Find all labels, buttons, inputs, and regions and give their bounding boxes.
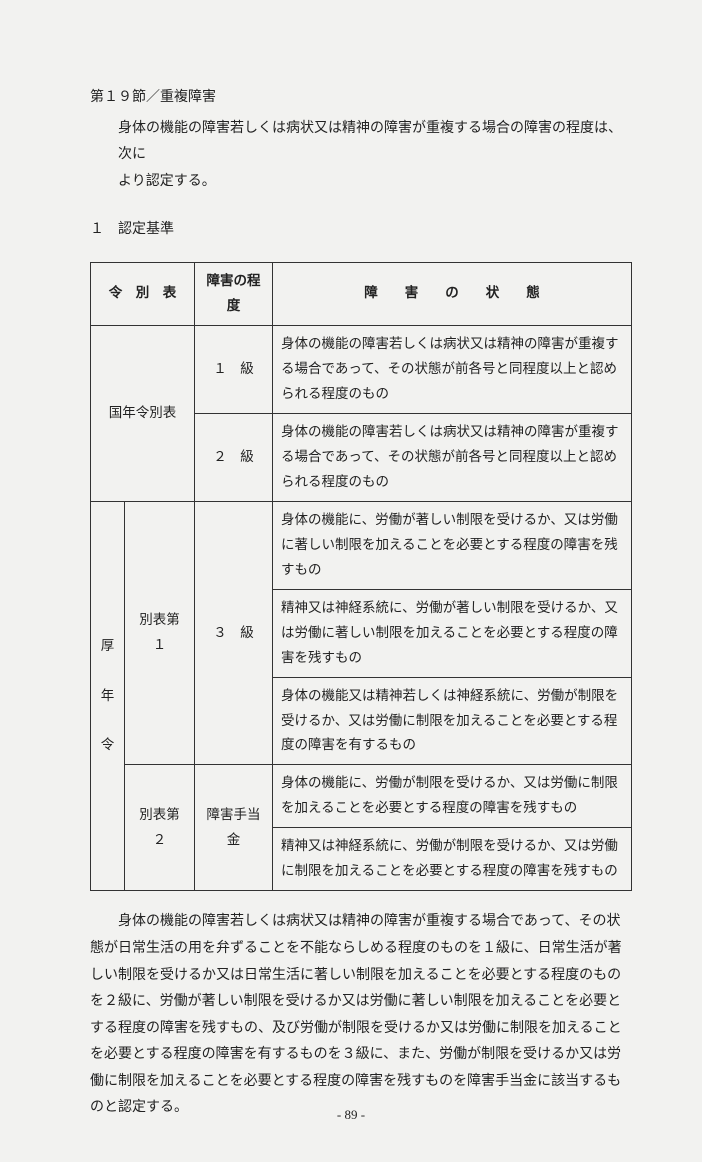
row2-label: 別表第１ (125, 501, 195, 765)
row2-grade: ３ 級 (195, 501, 273, 765)
row1b-grade: ２ 級 (195, 413, 273, 501)
header-col1: 令 別 表 (91, 262, 195, 325)
table-header-row: 令 別 表 障害の程度 障 害 の 状 態 (91, 262, 632, 325)
table-row: 国年令別表 １ 級 身体の機能の障害若しくは病状又は精神の障害が重複する場合であ… (91, 325, 632, 413)
table-row: 別表第２ 障害手当金 身体の機能に、労働が制限を受けるか、又は労働に制限を加える… (91, 765, 632, 828)
document-page: 第１９節／重複障害 身体の機能の障害若しくは病状又は精神の障害が重複する場合の障… (0, 0, 702, 1162)
intro-line-1: 身体の機能の障害若しくは病状又は精神の障害が重複する場合の障害の程度は、次に (118, 121, 622, 163)
row2b-desc: 精神又は神経系統に、労働が著しい制限を受けるか、又は労働に著しい制限を加えること… (273, 589, 632, 677)
row2a-desc: 身体の機能に、労働が著しい制限を受けるか、又は労働に著しい制限を加えることを必要… (273, 501, 632, 589)
intro-line-2: より認定する。 (118, 174, 216, 189)
row3b-desc: 精神又は神経系統に、労働が制限を受けるか、又は労働に制限を加えることを必要とする… (273, 828, 632, 891)
row1a-grade: １ 級 (195, 325, 273, 413)
row3-grade: 障害手当金 (195, 765, 273, 891)
table-row: 厚年令 別表第１ ３ 級 身体の機能に、労働が著しい制限を受けるか、又は労働に著… (91, 501, 632, 589)
criteria-table: 令 別 表 障害の程度 障 害 の 状 態 国年令別表 １ 級 身体の機能の障害… (90, 262, 632, 891)
row1-label: 国年令別表 (91, 325, 195, 501)
header-col3: 障 害 の 状 態 (273, 262, 632, 325)
intro-block: 身体の機能の障害若しくは病状又は精神の障害が重複する場合の障害の程度は、次に よ… (118, 116, 632, 196)
row1a-desc: 身体の機能の障害若しくは病状又は精神の障害が重複する場合であって、その状態が前各… (273, 325, 632, 413)
row3a-desc: 身体の機能に、労働が制限を受けるか、又は労働に制限を加えることを必要とする程度の… (273, 765, 632, 828)
row3-label: 別表第２ (125, 765, 195, 891)
row1b-desc: 身体の機能の障害若しくは病状又は精神の障害が重複する場合であって、その状態が前各… (273, 413, 632, 501)
header-col2: 障害の程度 (195, 262, 273, 325)
row2-vertical-label: 厚年令 (91, 501, 125, 891)
criteria-heading: １ 認定基準 (90, 217, 632, 244)
body-text-content: 身体の機能の障害若しくは病状又は精神の障害が重複する場合であって、その状態が日常… (90, 909, 632, 1122)
body-paragraph: 身体の機能の障害若しくは病状又は精神の障害が重複する場合であって、その状態が日常… (90, 909, 632, 1122)
section-title: 第１９節／重複障害 (90, 85, 632, 112)
page-number: - 89 - (0, 1103, 702, 1128)
row2c-desc: 身体の機能又は精神若しくは神経系統に、労働が制限を受けるか、又は労働に制限を加え… (273, 677, 632, 765)
